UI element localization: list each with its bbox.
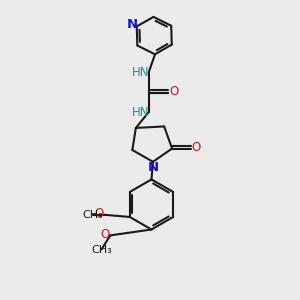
Text: O: O xyxy=(100,228,110,241)
Text: N: N xyxy=(127,18,138,32)
Text: CH₃: CH₃ xyxy=(91,244,112,254)
Text: O: O xyxy=(169,85,178,98)
Text: O: O xyxy=(191,141,201,154)
Text: HN: HN xyxy=(131,106,149,119)
Text: O: O xyxy=(94,207,104,220)
Text: N: N xyxy=(148,160,159,174)
Text: CH₃: CH₃ xyxy=(82,210,103,220)
Text: HN: HN xyxy=(131,66,149,80)
